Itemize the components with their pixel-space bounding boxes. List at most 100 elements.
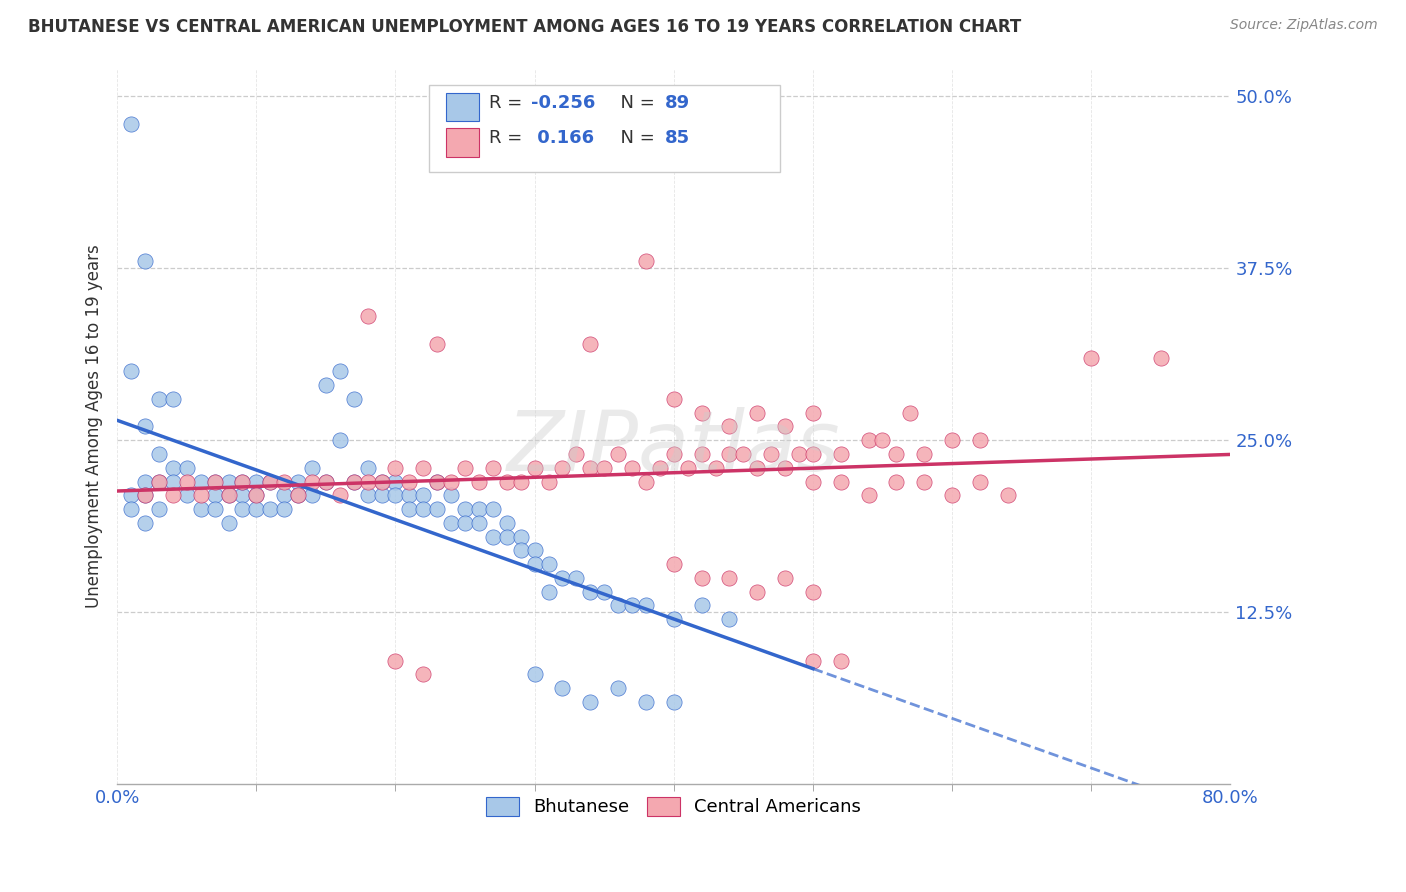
Point	[190, 502, 212, 516]
Point	[662, 612, 685, 626]
Point	[830, 475, 852, 489]
Point	[858, 434, 880, 448]
Point	[315, 475, 337, 489]
Point	[787, 447, 810, 461]
Point	[773, 419, 796, 434]
Point	[329, 488, 352, 502]
Point	[412, 488, 434, 502]
Point	[426, 475, 449, 489]
Point	[120, 117, 142, 131]
Point	[134, 475, 156, 489]
Point	[523, 667, 546, 681]
Point	[495, 475, 517, 489]
Point	[733, 447, 755, 461]
Point	[551, 681, 574, 695]
Point	[356, 310, 378, 324]
Point	[315, 475, 337, 489]
Point	[468, 516, 491, 530]
Point	[593, 460, 616, 475]
Text: 85: 85	[665, 129, 690, 147]
Y-axis label: Unemployment Among Ages 16 to 19 years: Unemployment Among Ages 16 to 19 years	[86, 244, 103, 608]
Point	[468, 502, 491, 516]
Point	[634, 254, 657, 268]
Point	[287, 488, 309, 502]
Point	[148, 502, 170, 516]
Point	[162, 460, 184, 475]
Point	[204, 502, 226, 516]
Point	[218, 488, 240, 502]
Point	[231, 475, 253, 489]
Point	[176, 460, 198, 475]
Point	[148, 475, 170, 489]
Point	[718, 419, 741, 434]
Point	[454, 460, 477, 475]
Point	[690, 599, 713, 613]
Point	[204, 475, 226, 489]
Point	[134, 254, 156, 268]
Point	[190, 475, 212, 489]
Point	[537, 475, 560, 489]
Point	[718, 447, 741, 461]
Point	[801, 406, 824, 420]
Point	[384, 475, 406, 489]
Point	[134, 516, 156, 530]
Point	[398, 502, 420, 516]
Point	[120, 502, 142, 516]
Point	[523, 460, 546, 475]
Point	[551, 460, 574, 475]
Point	[773, 571, 796, 585]
Point	[301, 488, 323, 502]
Point	[773, 460, 796, 475]
Point	[245, 502, 267, 516]
Point	[329, 434, 352, 448]
Point	[941, 434, 963, 448]
Point	[440, 475, 463, 489]
Text: ZIPatlas: ZIPatlas	[508, 408, 841, 489]
Point	[273, 475, 295, 489]
Text: 0.166: 0.166	[531, 129, 595, 147]
Point	[607, 599, 630, 613]
Point	[634, 475, 657, 489]
Point	[634, 599, 657, 613]
Point	[912, 475, 935, 489]
Point	[662, 447, 685, 461]
Point	[482, 502, 505, 516]
Point	[509, 530, 531, 544]
Point	[482, 530, 505, 544]
Point	[204, 488, 226, 502]
Point	[454, 502, 477, 516]
Text: -0.256: -0.256	[531, 94, 596, 112]
Point	[426, 502, 449, 516]
Point	[412, 460, 434, 475]
Point	[898, 406, 921, 420]
Point	[134, 419, 156, 434]
Point	[301, 460, 323, 475]
Point	[454, 516, 477, 530]
Point	[495, 516, 517, 530]
Point	[593, 584, 616, 599]
Point	[747, 460, 769, 475]
Point	[482, 460, 505, 475]
Point	[356, 488, 378, 502]
Point	[148, 392, 170, 406]
Point	[440, 488, 463, 502]
Point	[565, 571, 588, 585]
Point	[718, 612, 741, 626]
Point	[523, 543, 546, 558]
Point	[579, 695, 602, 709]
Point	[356, 460, 378, 475]
Point	[259, 475, 281, 489]
Point	[690, 447, 713, 461]
Point	[495, 530, 517, 544]
Point	[426, 337, 449, 351]
Point	[747, 584, 769, 599]
Point	[162, 475, 184, 489]
Point	[579, 460, 602, 475]
Point	[134, 488, 156, 502]
Point	[218, 488, 240, 502]
Point	[607, 447, 630, 461]
Point	[370, 488, 392, 502]
Point	[969, 434, 991, 448]
Text: R =: R =	[489, 129, 529, 147]
Point	[690, 571, 713, 585]
